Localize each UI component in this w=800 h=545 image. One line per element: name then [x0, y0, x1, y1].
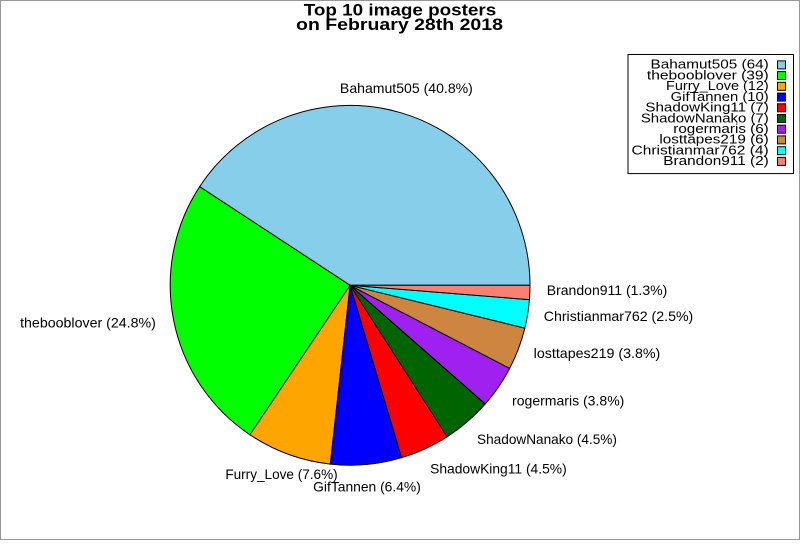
svg-text:thebooblover (39): thebooblover (39): [647, 68, 769, 82]
svg-text:ShadowNanako (7): ShadowNanako (7): [641, 111, 769, 125]
svg-text:losttapes219 (3.8%): losttapes219 (3.8%): [534, 345, 661, 361]
svg-text:rogermaris (3.8%): rogermaris (3.8%): [512, 393, 624, 409]
svg-text:on February 28th 2018: on February 28th 2018: [296, 16, 503, 34]
svg-text:ShadowNanako (4.5%): ShadowNanako (4.5%): [477, 431, 617, 447]
svg-text:Christianmar762 (4): Christianmar762 (4): [632, 144, 769, 158]
svg-text:Brandon911 (2): Brandon911 (2): [663, 154, 769, 168]
svg-text:ShadowKing11 (7): ShadowKing11 (7): [645, 101, 768, 115]
svg-text:Top 10 image posters: Top 10 image posters: [304, 1, 497, 19]
svg-text:Bahamut505 (40.8%): Bahamut505 (40.8%): [340, 80, 473, 96]
svg-text:thebooblover (24.8%): thebooblover (24.8%): [20, 315, 156, 331]
svg-text:Furry_Love (12): Furry_Love (12): [666, 79, 769, 93]
svg-text:GifTannen (10): GifTannen (10): [671, 90, 769, 104]
svg-text:rogermaris (6): rogermaris (6): [673, 122, 769, 136]
svg-text:losttapes219 (6): losttapes219 (6): [659, 133, 768, 147]
svg-text:Brandon911 (1.3%): Brandon911 (1.3%): [547, 282, 668, 298]
svg-text:Christianmar762 (2.5%): Christianmar762 (2.5%): [544, 308, 694, 324]
svg-text:ShadowKing11 (4.5%): ShadowKing11 (4.5%): [430, 461, 567, 477]
svg-text:Furry_Love (7.6%): Furry_Love (7.6%): [225, 466, 337, 482]
svg-text:GifTannen (6.4%): GifTannen (6.4%): [313, 479, 421, 495]
svg-text:Bahamut505 (64): Bahamut505 (64): [651, 58, 769, 72]
